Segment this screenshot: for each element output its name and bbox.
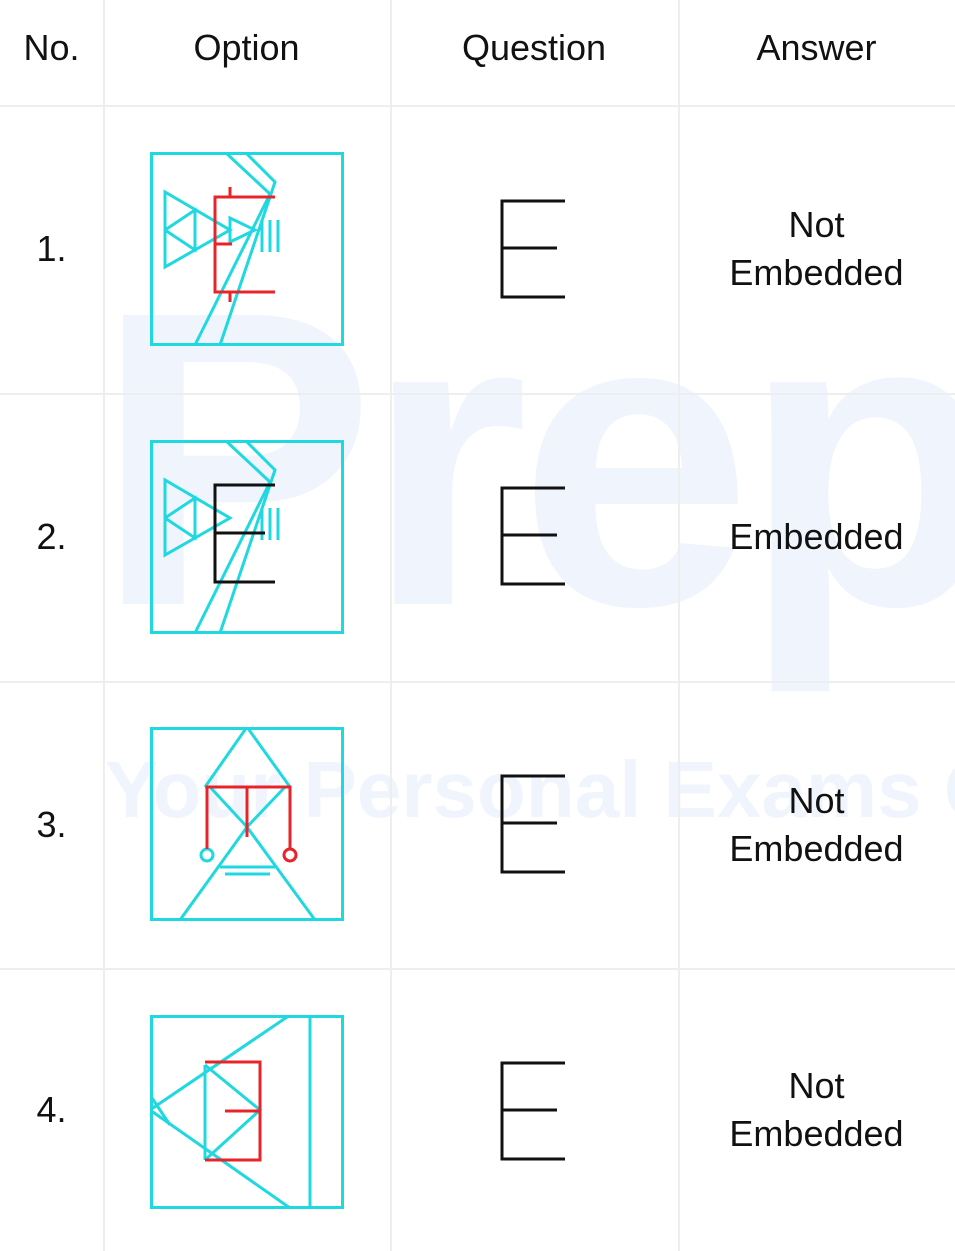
- row-divider: [0, 968, 955, 970]
- column-divider: [390, 0, 392, 1251]
- answer: Not Embedded: [729, 204, 904, 293]
- row-number: 4.: [36, 1088, 67, 1130]
- question-figure: [500, 199, 565, 299]
- row-number: 3.: [36, 803, 67, 845]
- header-cell: Answer: [756, 26, 877, 68]
- row-divider: [0, 393, 955, 395]
- question-figure: [500, 1061, 565, 1161]
- row-divider: [0, 681, 955, 683]
- answer: Embedded: [729, 516, 904, 557]
- option-figure: [150, 1015, 344, 1210]
- answer: Not Embedded: [729, 1064, 904, 1154]
- question-figure: [500, 774, 565, 874]
- answer: Not Embedded: [729, 779, 904, 869]
- column-divider: [103, 0, 105, 1251]
- row-divider: [0, 105, 955, 107]
- header-cell: No.: [23, 26, 80, 68]
- option-figure: [150, 727, 344, 921]
- row-number: 1.: [36, 228, 67, 269]
- header-cell: Option: [193, 26, 300, 68]
- watermark-logo: Prep: [95, 225, 955, 694]
- option-figure: [150, 152, 344, 346]
- row-number: 2.: [36, 516, 67, 557]
- option-figure: [150, 440, 344, 634]
- column-divider: [678, 0, 680, 1251]
- question-figure: [500, 486, 565, 586]
- header-cell: Question: [461, 26, 607, 68]
